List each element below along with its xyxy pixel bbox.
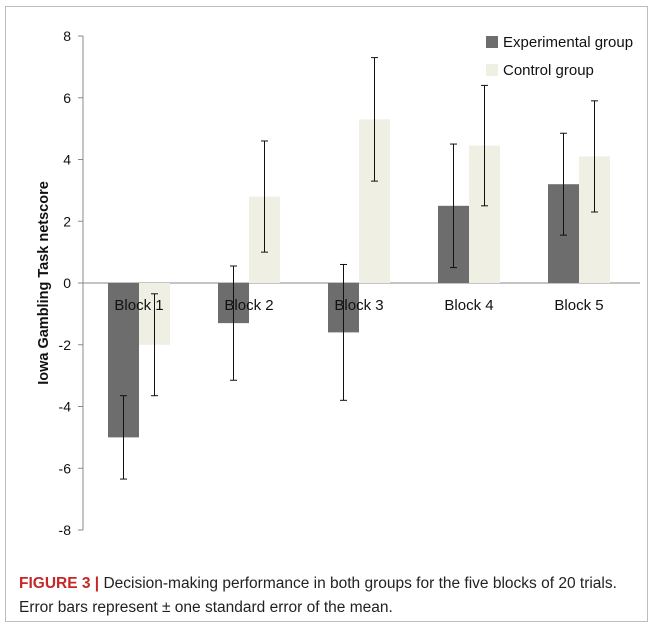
category-label: Block 2 [224, 297, 273, 314]
legend-swatch-control [486, 64, 498, 76]
caption-label: FIGURE 3 | [19, 575, 100, 592]
legend-label: Control group [503, 62, 594, 79]
legend-swatch-experimental [486, 36, 498, 48]
category-label: Block 4 [444, 297, 493, 314]
y-axis-title: Iowa Gambling Task netscore [36, 181, 52, 385]
y-tick-label: -8 [59, 522, 72, 538]
y-tick-label: -6 [59, 460, 72, 476]
y-tick-label: 6 [63, 90, 71, 106]
caption-text: Decision-making performance in both grou… [19, 575, 617, 616]
y-tick-label: 8 [63, 28, 71, 44]
category-label: Block 1 [114, 297, 163, 314]
y-tick-label: -2 [59, 337, 72, 353]
legend-label: Experimental group [503, 34, 633, 51]
category-label: Block 3 [334, 297, 383, 314]
category-label: Block 5 [554, 297, 603, 314]
y-tick-label: 4 [63, 152, 71, 168]
y-tick-label: 2 [63, 213, 71, 229]
figure-caption: FIGURE 3 | Decision-making performance i… [19, 572, 639, 620]
y-tick-label: -4 [59, 399, 72, 415]
bar-chart: 8 6 4 2 0 -2 -4 -6 -8 Block 1 Block 2 Block 3 Block … [36, 28, 640, 538]
y-tick-label: 0 [63, 275, 71, 291]
